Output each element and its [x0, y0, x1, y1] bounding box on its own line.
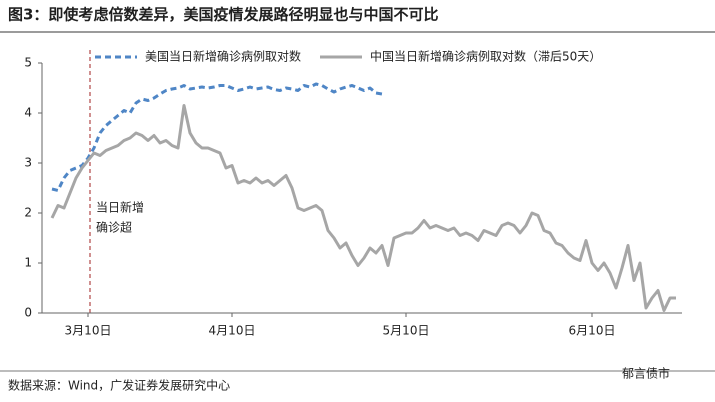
x-tick-label: 3月10日 [65, 324, 112, 338]
source: 数据来源：Wind，广发证券发展研究中心 [8, 378, 230, 393]
x-tick-label: 6月10日 [569, 324, 616, 338]
x-tick-label: 4月10日 [209, 324, 256, 338]
y-tick-label: 0 [24, 306, 32, 320]
y-tick-label: 5 [24, 56, 32, 70]
legend-label: 美国当日新增确诊病例取对数 [145, 49, 301, 64]
legend-label: 中国当日新增确诊病例取对数（滞后50天） [370, 49, 601, 64]
watermark: 郁言债市 [622, 366, 670, 381]
y-tick-label: 1 [24, 256, 32, 270]
chart-title: 图3：即使考虑倍数差异，美国疫情发展路径明显也与中国不可比 [8, 6, 438, 24]
series-line [50, 104, 676, 312]
annotation: 当日新增 [96, 200, 144, 215]
y-tick-label: 4 [24, 106, 32, 120]
annotation: 确诊超 [96, 220, 132, 235]
series-line [51, 82, 383, 192]
x-tick-label: 5月10日 [383, 324, 430, 338]
y-tick-label: 2 [24, 206, 32, 220]
y-tick-label: 3 [24, 156, 32, 170]
